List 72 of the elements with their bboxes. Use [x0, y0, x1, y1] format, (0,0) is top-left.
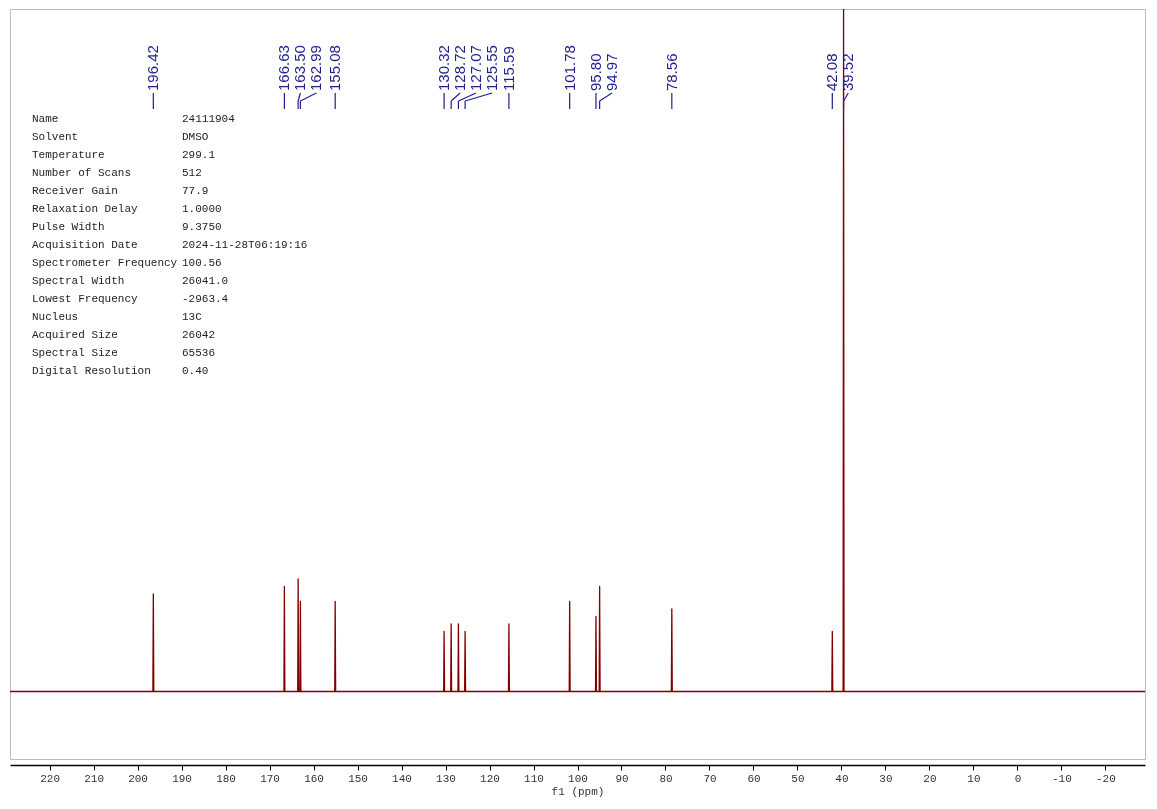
x-tick-label: 20: [923, 772, 937, 785]
x-tick-label: 130: [436, 772, 456, 785]
x-tick-label: 80: [659, 772, 673, 785]
annotation: 155.08: [326, 45, 344, 91]
annotation: 299.1: [182, 149, 216, 161]
annotation: Temperature: [32, 149, 105, 161]
annotation: 125.55: [483, 45, 501, 91]
annotation: 94.97: [602, 53, 620, 91]
annotation: 1.0000: [182, 203, 222, 215]
annotation: DMSO: [182, 131, 209, 143]
annotation: Spectral Size: [32, 347, 118, 359]
annotation: 130.32: [435, 45, 453, 91]
x-tick-label: 110: [524, 772, 544, 785]
annotation: 39.52: [839, 53, 857, 91]
x-tick-label: 10: [967, 772, 981, 785]
x-tick-label: 220: [40, 772, 60, 785]
annotation: 9.3750: [182, 221, 222, 233]
annotation: 166.63: [275, 45, 293, 91]
annotation: 26041.0: [182, 275, 229, 287]
annotation: 2024-11-28T06:19:16: [182, 239, 308, 251]
x-tick-label: 150: [348, 772, 368, 785]
annotation: 100.56: [182, 257, 222, 269]
x-tick-label: 200: [128, 772, 148, 785]
annotation: Nucleus: [32, 311, 79, 323]
x-tick-label: 210: [84, 772, 104, 785]
annotation: 42.08: [823, 53, 841, 91]
annotation: 127.07: [467, 45, 485, 91]
annotation: 128.72: [451, 45, 469, 91]
x-tick-label: 60: [747, 772, 761, 785]
annotation: 0.40: [182, 365, 209, 377]
annotation: 13C: [182, 311, 203, 323]
x-tick-label: 0: [1014, 772, 1022, 785]
x-tick-label: 40: [835, 772, 849, 785]
annotation: Acquired Size: [32, 329, 118, 341]
annotation: 65536: [182, 347, 216, 359]
annotation: 24111904: [182, 113, 236, 125]
annotation: Spectrometer Frequency: [32, 257, 178, 269]
annotation: 26042: [182, 329, 216, 341]
annotation: 512: [182, 167, 202, 179]
annotation: Name: [32, 113, 59, 125]
x-tick-label: 180: [216, 772, 236, 785]
x-tick-label: 50: [791, 772, 805, 785]
annotation: Number of Scans: [32, 167, 132, 179]
x-tick-label: 140: [392, 772, 412, 785]
annotation: 115.59: [499, 46, 517, 91]
annotation: -2963.4: [182, 293, 229, 305]
x-tick-label: 170: [260, 772, 280, 785]
annotation: 196.42: [144, 45, 162, 91]
x-axis-title: f1 (ppm): [551, 785, 605, 798]
x-tick-label: 100: [568, 772, 588, 785]
annotation: Relaxation Delay: [32, 203, 139, 215]
annotation: Solvent: [32, 131, 79, 143]
x-tick-label: 70: [703, 772, 717, 785]
x-tick-label: -10: [1052, 772, 1072, 785]
x-tick-label: 190: [172, 772, 192, 785]
annotation: Receiver Gain: [32, 185, 118, 197]
annotation: 95.80: [586, 53, 604, 91]
x-tick-label: 160: [304, 772, 324, 785]
annotation: Pulse Width: [32, 221, 105, 233]
annotation: 101.78: [560, 45, 578, 91]
x-tick-label: 90: [615, 772, 629, 785]
annotation: 162.99: [307, 45, 325, 91]
x-tick-label: 120: [480, 772, 500, 785]
annotation: Spectral Width: [32, 275, 125, 287]
x-tick-label: 30: [879, 772, 893, 785]
annotation: 78.56: [662, 53, 680, 91]
annotation: 163.50: [291, 45, 309, 91]
annotation: Lowest Frequency: [32, 293, 139, 305]
x-tick-label: -20: [1096, 772, 1116, 785]
annotation: Digital Resolution: [32, 365, 151, 377]
annotation: 77.9: [182, 185, 209, 197]
annotation: Acquisition Date: [32, 239, 138, 251]
